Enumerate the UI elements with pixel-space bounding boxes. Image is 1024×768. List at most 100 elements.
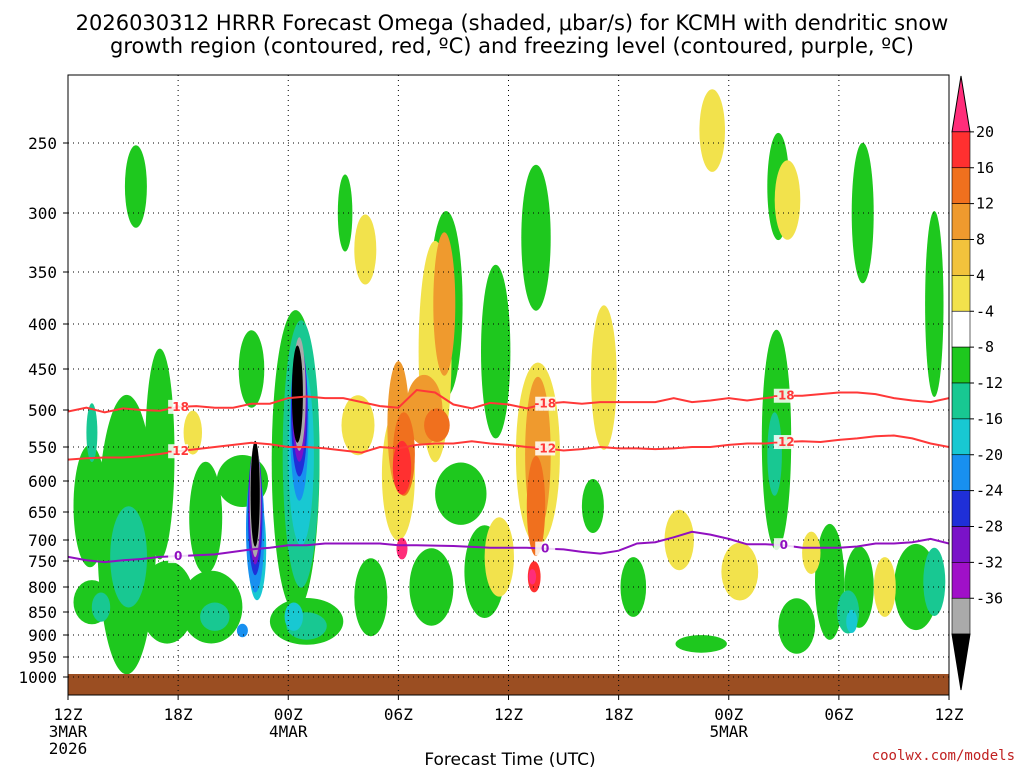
x-tick-date: 5MAR <box>709 722 748 741</box>
colorbar-label: 8 <box>976 231 985 249</box>
colorbar-label: -36 <box>976 589 1003 607</box>
omega-blob <box>337 174 353 252</box>
contour-label-bg <box>168 549 189 564</box>
colorbar-label: -24 <box>976 482 1003 500</box>
colorbar-label: -28 <box>976 518 1003 536</box>
x-tick-label: 00Z <box>274 705 303 724</box>
y-tick-label: 300 <box>28 204 57 223</box>
omega-blob <box>778 598 816 654</box>
colorbar-segment <box>951 562 971 599</box>
omega-blob <box>699 89 725 172</box>
colorbar-label: 12 <box>976 195 994 213</box>
omega-blob <box>284 602 303 631</box>
y-tick-label: 950 <box>28 648 57 667</box>
omega-blob <box>846 609 858 634</box>
omega-blob <box>433 232 456 376</box>
x-tick-label: 06Z <box>824 705 853 724</box>
colorbar-segment <box>951 597 971 635</box>
colorbar-label: 20 <box>976 123 994 141</box>
colorbar-label: -8 <box>976 338 994 356</box>
omega-blob <box>851 142 874 284</box>
omega-blob <box>424 408 450 443</box>
colorbar-label: -20 <box>976 446 1003 464</box>
omega-blob <box>528 569 537 585</box>
omega-blob <box>409 548 454 626</box>
omega-blob <box>392 440 412 495</box>
omega-blob <box>110 506 147 608</box>
omega-blob <box>767 412 782 496</box>
y-tick-label: 600 <box>28 472 57 491</box>
omega-blob <box>435 462 487 525</box>
y-tick-label: 650 <box>28 503 57 522</box>
credit-text: coolwx.com/models <box>872 748 1015 764</box>
contour-label: -18 <box>773 389 795 403</box>
omega-blob <box>923 547 946 617</box>
contour-label: -12 <box>167 444 189 458</box>
colorbar-cap-bottom <box>951 633 971 691</box>
y-tick-label: 900 <box>28 626 57 645</box>
colorbar-segment <box>951 239 971 276</box>
omega-blob <box>236 623 248 638</box>
omega-blob <box>484 517 514 597</box>
chart-title-line2: growth region (contoured, red, ºC) and f… <box>110 34 914 58</box>
x-axis-title: Forecast Time (UTC) <box>424 750 595 768</box>
colorbar-segment <box>951 490 971 527</box>
x-tick-date: 3MAR <box>49 722 88 741</box>
omega-blob <box>481 264 511 439</box>
colorbar: 20 16 12 8 4 -4 -8 -12 -16 -20 -24 -28 -32 -36 <box>951 75 1003 691</box>
y-tick-label: 400 <box>28 315 57 334</box>
chart-title-line1: 2026030312 HRRR Forecast Omega (shaded, … <box>76 11 949 35</box>
omega-blob <box>591 305 617 450</box>
contour-label: -12 <box>773 435 795 449</box>
x-tick-label: 12Z <box>494 705 523 724</box>
contour-label: -18 <box>534 397 556 411</box>
omega-blob <box>124 145 147 228</box>
contour-label-bg <box>535 396 556 411</box>
ground-surface <box>68 674 949 695</box>
colorbar-label: -32 <box>976 553 1003 571</box>
omega-blob <box>139 560 195 644</box>
omega-blob <box>238 330 265 408</box>
contour-label-bg <box>168 399 189 414</box>
y-tick-label: 250 <box>28 134 57 153</box>
contour-label-bg <box>535 441 556 456</box>
contour-line <box>68 434 949 461</box>
x-tick-date: 4MAR <box>269 722 308 741</box>
contour-label: 0 <box>780 538 788 552</box>
colorbar-segment <box>951 418 971 456</box>
omega-blob <box>354 214 377 285</box>
colorbar-segment <box>951 275 971 312</box>
contour-label: 0 <box>174 549 182 563</box>
omega-blob <box>521 164 551 311</box>
omega-blob <box>91 592 111 622</box>
omega-shading <box>73 89 946 675</box>
omega-blob <box>873 557 896 617</box>
y-tick-label: 350 <box>28 263 57 282</box>
omega-blob <box>815 523 845 640</box>
colorbar-cap-top <box>951 75 971 133</box>
omega-blob <box>396 537 408 560</box>
y-tick-label: 800 <box>28 578 57 597</box>
contour-label-bg <box>773 388 794 403</box>
omega-blob <box>200 602 230 631</box>
colorbar-label: 4 <box>976 266 985 284</box>
colorbar-segment <box>951 526 971 563</box>
colorbar-label: -16 <box>976 410 1003 428</box>
colorbar-segment <box>951 310 971 348</box>
x-tick-label: 12Z <box>935 705 964 724</box>
omega-blob <box>721 542 759 601</box>
contour-label-bg <box>168 444 189 459</box>
y-tick-label: 850 <box>28 603 57 622</box>
omega-blob <box>802 531 821 574</box>
omega-blob <box>774 160 801 240</box>
omega-blob <box>183 410 202 455</box>
omega-blob <box>664 509 694 571</box>
omega-blob <box>250 440 260 547</box>
grid-lines <box>67 75 950 695</box>
omega-blob <box>675 635 727 653</box>
contour-label-bg <box>773 538 794 553</box>
contour-line <box>68 388 949 414</box>
contour-label-bg <box>773 435 794 450</box>
